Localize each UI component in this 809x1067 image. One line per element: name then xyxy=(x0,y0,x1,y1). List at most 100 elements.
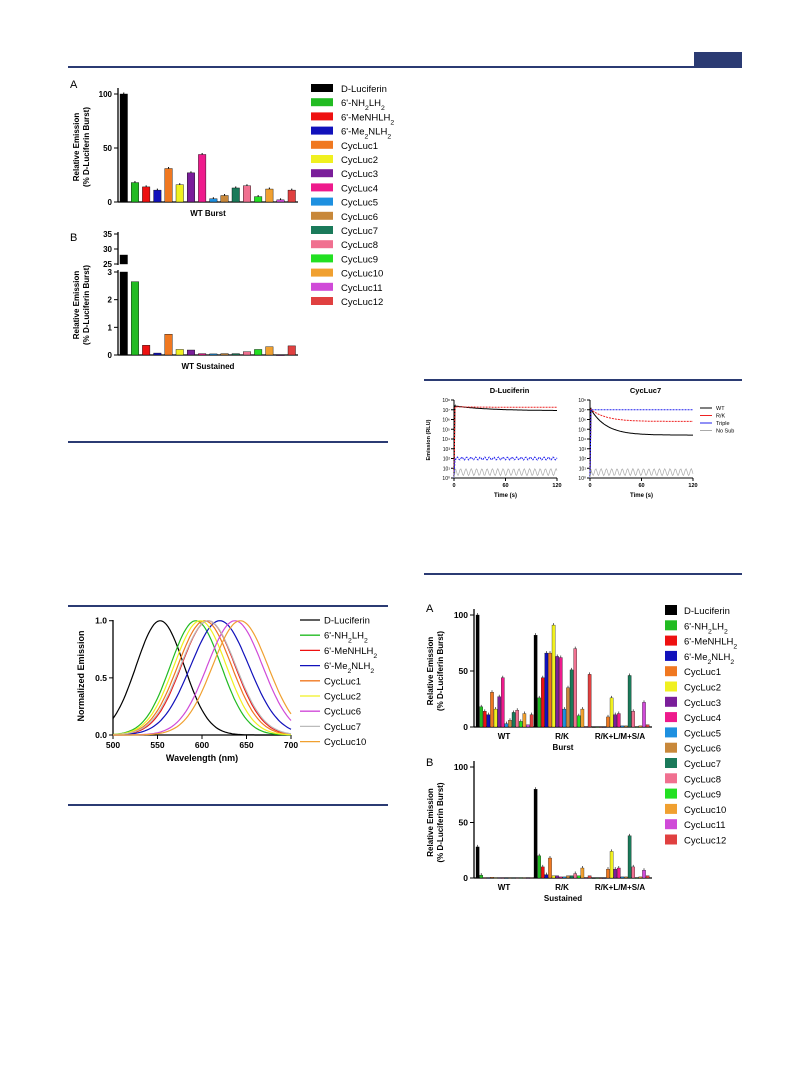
legend-label: CycLuc10 xyxy=(341,269,383,280)
bar xyxy=(504,877,509,879)
legend-label: CycLuc10 xyxy=(684,805,726,816)
chart-fig1b: B 0 1 2 325 30 35 Relative Emission (% D-Lucifer… xyxy=(70,230,298,371)
x-axis-title: Wavelength (nm) xyxy=(166,753,238,763)
y-tick-label: 10¹ xyxy=(579,466,587,472)
y-tick-label: 10² xyxy=(443,457,451,463)
y-axis-title: Relative Emission xyxy=(426,637,435,706)
series-line xyxy=(453,404,557,479)
panel-label: B xyxy=(426,757,433,769)
group-label: WT xyxy=(498,732,511,741)
bar xyxy=(584,726,588,728)
y-axis-title: Relative Emission xyxy=(426,788,435,857)
legend-swatch xyxy=(311,140,333,149)
legend-label: 6'-Me2NLH2 xyxy=(324,661,374,675)
legend-label: 6'-MeNHLH2 xyxy=(341,112,394,126)
bar xyxy=(486,877,491,879)
bar xyxy=(544,874,549,879)
y-tick-label: 2 xyxy=(108,296,113,305)
bar xyxy=(130,281,139,356)
bar xyxy=(606,716,610,728)
chart-fig2a: A 0 50 100 Relative Emission (% D-Luciferin B… xyxy=(426,603,652,752)
series-line xyxy=(589,467,694,479)
bar xyxy=(522,713,527,728)
y-axis-title: (% D-Luciferin Burst) xyxy=(82,265,91,345)
bar xyxy=(533,789,538,879)
legend-label: 6'-NH2LH2 xyxy=(684,621,728,635)
y-tick-label: 10¹ xyxy=(443,466,451,472)
bar xyxy=(164,168,173,203)
bar xyxy=(559,876,563,879)
section-rule-right-2 xyxy=(424,573,742,575)
legend-swatch xyxy=(665,696,677,707)
bar xyxy=(631,866,635,879)
bar xyxy=(537,697,541,728)
bar xyxy=(566,875,570,879)
legend-label: CycLuc5 xyxy=(684,728,721,739)
bar xyxy=(562,708,567,728)
y-tick-label: 10⁵ xyxy=(442,427,450,433)
panel-title: CycLuc7 xyxy=(630,386,661,395)
y-tick-label: 10⁶ xyxy=(578,418,586,424)
y-tick-label: 0 xyxy=(463,722,468,732)
x-axis-title: Sustained xyxy=(544,894,582,903)
y-axis-title: (% D-Luciferin Burst) xyxy=(436,631,445,711)
y-tick-label: 3 xyxy=(108,268,113,277)
bar xyxy=(548,857,552,879)
series-line xyxy=(113,620,292,736)
x-tick-label: 120 xyxy=(688,483,697,489)
bar xyxy=(287,189,296,203)
bar xyxy=(627,675,632,728)
bar xyxy=(153,352,162,356)
series-line xyxy=(112,620,292,736)
bar xyxy=(580,867,585,879)
legend-swatch xyxy=(311,84,333,92)
legend-label: D-Luciferin xyxy=(341,84,387,95)
x-tick-label: 650 xyxy=(239,740,253,750)
bar xyxy=(620,876,625,879)
legend-label: 6'-NH2LH2 xyxy=(324,631,368,645)
x-axis-title: Time (s) xyxy=(494,493,517,499)
legend-label: CycLuc9 xyxy=(684,790,721,801)
bar xyxy=(591,726,596,728)
legend-label: CycLuc2 xyxy=(341,155,378,166)
bar xyxy=(483,877,487,879)
series-line xyxy=(453,456,558,479)
bar xyxy=(613,868,617,879)
y-tick-label: 10⁴ xyxy=(442,437,450,443)
y-tick-label: 35 xyxy=(103,230,112,239)
bar xyxy=(573,873,577,879)
section-rule-left-3 xyxy=(68,804,388,806)
x-tick-label: 0 xyxy=(452,483,455,489)
bar xyxy=(577,875,581,879)
bar xyxy=(276,199,285,203)
bar xyxy=(635,877,639,879)
legend-label: CycLuc2 xyxy=(684,683,721,694)
series-line xyxy=(589,408,693,479)
legend-label: CycLuc6 xyxy=(684,744,721,755)
bar xyxy=(533,635,538,728)
legend-main: D-Luciferin 6'-NH2LH26'-MeNHLH26'-Me2NLH2… xyxy=(311,84,394,308)
y-tick-label: 1.0 xyxy=(95,616,107,626)
bar xyxy=(508,720,512,728)
x-tick-label: 700 xyxy=(284,740,298,750)
y-tick-label: 50 xyxy=(103,144,112,153)
y-tick-label: 100 xyxy=(454,762,468,772)
bar xyxy=(490,877,494,879)
bar xyxy=(493,877,498,879)
bar xyxy=(537,855,541,879)
x-tick-label: 60 xyxy=(502,483,508,489)
bar xyxy=(541,677,545,728)
legend-label: CycLuc1 xyxy=(684,667,721,678)
bar xyxy=(529,714,534,728)
bar xyxy=(624,876,628,879)
bar xyxy=(599,877,603,879)
y-tick-label: 10⁵ xyxy=(578,427,586,433)
legend-swatch xyxy=(665,819,677,830)
series-line xyxy=(453,406,557,479)
bar xyxy=(587,875,592,879)
y-tick-label: 0.0 xyxy=(95,730,107,740)
legend-label: CycLuc4 xyxy=(684,713,721,724)
series-line xyxy=(112,620,292,736)
panel-label: B xyxy=(70,232,77,244)
bar xyxy=(602,877,607,879)
